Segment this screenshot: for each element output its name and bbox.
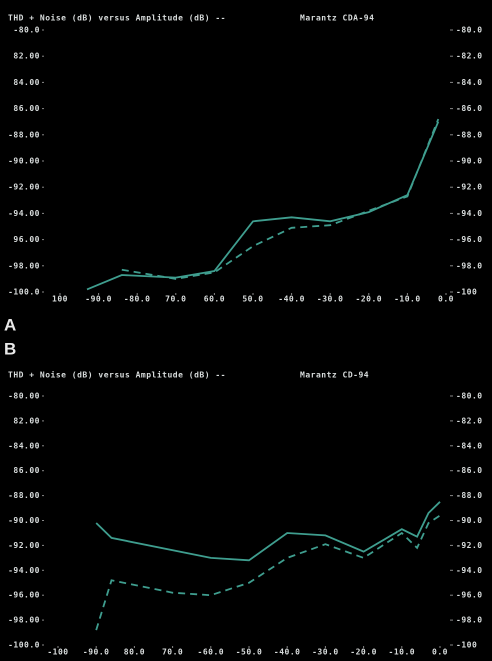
y-tick-label: -100.0 — [8, 288, 40, 297]
chart-subtitle: Marantz CD-94 — [300, 371, 369, 380]
y-tick-label: -88.00 — [8, 130, 40, 139]
x-tick-label: 50.0 — [242, 295, 263, 304]
y-tick-label: 86.00 — [13, 466, 40, 475]
y-tick-label: -80.00 — [8, 392, 40, 401]
y2-tick-label: -84.0 — [456, 78, 483, 87]
y-tick-label: -80.0 — [13, 26, 40, 35]
y-tick-label: -84.00 — [8, 441, 40, 450]
y2-tick-label: -98.0 — [456, 616, 483, 625]
y2-tick-label: -86.0 — [456, 466, 483, 475]
chart-subtitle: Marantz CDA-94 — [300, 14, 374, 23]
panel-label: A — [4, 315, 17, 334]
y2-tick-label: -98.0 — [456, 261, 483, 270]
y2-tick-label: -100 — [456, 641, 477, 650]
x-tick-label: -100 — [47, 648, 68, 657]
x-tick-label: -80.0 — [124, 295, 151, 304]
y-tick-label: -92.00 — [8, 541, 40, 550]
x-tick-label: -20.0 — [350, 648, 377, 657]
y2-tick-label: -80.0 — [456, 26, 483, 35]
y2-tick-label: -82.0 — [456, 52, 483, 61]
y-tick-label: 84.00 — [13, 78, 40, 87]
y2-tick-label: -84.0 — [456, 441, 483, 450]
y-tick-label: -90.00 — [8, 157, 40, 166]
y-tick-label: -88.00 — [8, 491, 40, 500]
x-tick-label: 0.0 — [432, 648, 448, 657]
data-line — [95, 514, 441, 631]
x-tick-label: -90.0 — [83, 648, 110, 657]
y2-tick-label: -94.0 — [456, 209, 483, 218]
y2-tick-label: -86.0 — [456, 104, 483, 113]
y-tick-label: -98.00 — [8, 261, 40, 270]
y2-tick-label: -94.0 — [456, 566, 483, 575]
x-tick-label: 60.0 — [204, 295, 225, 304]
x-tick-label: 100 — [52, 295, 68, 304]
y-tick-label: -100.0 — [8, 641, 40, 650]
chart-title: THD + Noise (dB) versus Amplitude (dB) -… — [8, 13, 226, 23]
x-tick-label: -60.0 — [198, 648, 225, 657]
x-tick-label: -40.0 — [274, 648, 301, 657]
y-tick-label: 82.00 — [13, 416, 40, 425]
y-tick-label: -98.00 — [8, 616, 40, 625]
y2-tick-label: -90.0 — [456, 157, 483, 166]
y-tick-label: 96.00 — [13, 235, 40, 244]
y2-tick-label: -92.0 — [456, 183, 483, 192]
x-tick-label: 70.0 — [165, 295, 186, 304]
y2-tick-label: -96.0 — [456, 235, 483, 244]
y-tick-label: 82.00 — [13, 52, 40, 61]
x-tick-label: -90.0 — [85, 295, 112, 304]
x-tick-label: 80.0 — [124, 648, 145, 657]
x-tick-label: -30.0 — [317, 295, 344, 304]
x-tick-label: -10.0 — [389, 648, 416, 657]
x-tick-label: -20.0 — [356, 295, 383, 304]
y2-tick-label: -96.0 — [456, 591, 483, 600]
data-line — [86, 121, 440, 291]
y-tick-label: -90.00 — [8, 516, 40, 525]
y2-tick-label: -90.0 — [456, 516, 483, 525]
y2-tick-label: -100 — [456, 288, 477, 297]
x-tick-label: -40.0 — [278, 295, 305, 304]
y2-tick-label: -82.0 — [456, 416, 483, 425]
y-tick-label: -96.00 — [8, 591, 40, 600]
y-tick-label: 86.00 — [13, 104, 40, 113]
y2-tick-label: -80.0 — [456, 392, 483, 401]
y-tick-label: -94.00 — [8, 566, 40, 575]
y2-tick-label: -92.0 — [456, 541, 483, 550]
y2-tick-label: -88.0 — [456, 491, 483, 500]
x-tick-label: -30.0 — [312, 648, 339, 657]
data-line — [121, 118, 440, 280]
x-tick-label: 0.0 — [438, 295, 454, 304]
data-line — [95, 501, 441, 562]
panel-label: B — [4, 339, 17, 358]
chart-title: THD + Noise (dB) versus Amplitude (dB) -… — [8, 370, 226, 380]
x-tick-label: 70.0 — [162, 648, 183, 657]
x-tick-label: -10.0 — [394, 295, 421, 304]
y-tick-label: -92.00 — [8, 183, 40, 192]
y2-tick-label: -88.0 — [456, 130, 483, 139]
x-tick-label: -50.0 — [236, 648, 263, 657]
y-tick-label: -94.00 — [8, 209, 40, 218]
